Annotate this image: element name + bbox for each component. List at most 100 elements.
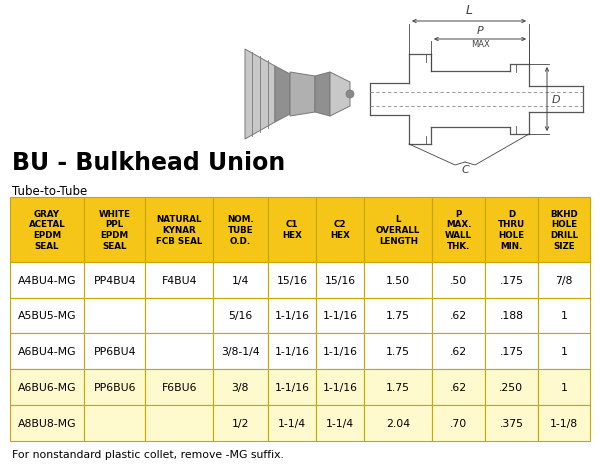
- Bar: [364, 369, 432, 405]
- Text: BU - Bulkhead Union: BU - Bulkhead Union: [12, 151, 285, 175]
- Bar: [485, 262, 538, 298]
- Text: P
MAX.
WALL
THK.: P MAX. WALL THK.: [445, 209, 472, 250]
- Bar: [84, 298, 145, 334]
- Bar: [432, 405, 485, 441]
- Bar: [213, 369, 268, 405]
- Bar: [213, 405, 268, 441]
- Text: 1-1/4: 1-1/4: [278, 418, 306, 428]
- Text: 3/8-1/4: 3/8-1/4: [221, 347, 260, 357]
- Bar: [10, 262, 84, 298]
- Bar: [485, 298, 538, 334]
- Bar: [10, 198, 84, 262]
- Bar: [538, 198, 590, 262]
- Bar: [268, 262, 316, 298]
- Polygon shape: [290, 73, 315, 117]
- Text: A5BU5-MG: A5BU5-MG: [18, 311, 76, 321]
- Text: L: L: [466, 4, 473, 17]
- Text: 1-1/16: 1-1/16: [274, 311, 310, 321]
- Bar: [145, 262, 213, 298]
- Text: 1-1/16: 1-1/16: [323, 311, 358, 321]
- Text: 1: 1: [560, 382, 568, 392]
- Bar: [84, 405, 145, 441]
- Text: C: C: [461, 165, 469, 175]
- Bar: [268, 198, 316, 262]
- Bar: [538, 369, 590, 405]
- Text: .62: .62: [450, 347, 467, 357]
- Bar: [432, 369, 485, 405]
- Bar: [364, 198, 432, 262]
- Bar: [213, 262, 268, 298]
- Bar: [84, 198, 145, 262]
- Bar: [432, 298, 485, 334]
- Text: A6BU4-MG: A6BU4-MG: [18, 347, 76, 357]
- Text: 1.50: 1.50: [386, 275, 410, 285]
- Bar: [213, 298, 268, 334]
- Text: PP4BU4: PP4BU4: [94, 275, 136, 285]
- Text: 15/16: 15/16: [325, 275, 356, 285]
- Bar: [364, 405, 432, 441]
- Text: .188: .188: [499, 311, 523, 321]
- Text: MAX: MAX: [470, 40, 490, 49]
- Polygon shape: [315, 73, 330, 117]
- Polygon shape: [330, 73, 350, 117]
- Polygon shape: [245, 50, 275, 140]
- Bar: [316, 262, 364, 298]
- Bar: [84, 334, 145, 369]
- Bar: [432, 334, 485, 369]
- Text: 1-1/16: 1-1/16: [323, 347, 358, 357]
- Circle shape: [346, 91, 354, 99]
- Bar: [316, 369, 364, 405]
- Text: PP6BU6: PP6BU6: [94, 382, 136, 392]
- Text: L
OVERALL
LENGTH: L OVERALL LENGTH: [376, 215, 421, 245]
- Text: 1.75: 1.75: [386, 347, 410, 357]
- Bar: [316, 405, 364, 441]
- Text: 1/2: 1/2: [232, 418, 249, 428]
- Text: NATURAL
KYNAR
FCB SEAL: NATURAL KYNAR FCB SEAL: [156, 215, 202, 245]
- Text: P: P: [476, 26, 484, 36]
- Text: C1
HEX: C1 HEX: [282, 220, 302, 240]
- Text: C2
HEX: C2 HEX: [331, 220, 350, 240]
- Text: .62: .62: [450, 311, 467, 321]
- Text: .375: .375: [499, 418, 523, 428]
- Text: 1: 1: [560, 347, 568, 357]
- Bar: [268, 334, 316, 369]
- Bar: [145, 334, 213, 369]
- Bar: [145, 369, 213, 405]
- Polygon shape: [275, 67, 290, 123]
- Text: For nonstandard plastic collet, remove -MG suffix.: For nonstandard plastic collet, remove -…: [12, 449, 284, 459]
- Bar: [364, 298, 432, 334]
- Text: WHITE
PPL
EPDM
SEAL: WHITE PPL EPDM SEAL: [99, 209, 131, 250]
- Bar: [268, 298, 316, 334]
- Text: 1-1/16: 1-1/16: [274, 382, 310, 392]
- Bar: [485, 334, 538, 369]
- Bar: [10, 405, 84, 441]
- Text: .175: .175: [499, 347, 523, 357]
- Bar: [364, 262, 432, 298]
- Text: 1: 1: [560, 311, 568, 321]
- Text: Tube-to-Tube: Tube-to-Tube: [12, 185, 87, 198]
- Bar: [268, 369, 316, 405]
- Text: 5/16: 5/16: [228, 311, 253, 321]
- Text: 1-1/8: 1-1/8: [550, 418, 578, 428]
- Text: 1.75: 1.75: [386, 382, 410, 392]
- Bar: [145, 298, 213, 334]
- Text: A6BU6-MG: A6BU6-MG: [18, 382, 76, 392]
- Bar: [538, 298, 590, 334]
- Bar: [485, 198, 538, 262]
- Text: .62: .62: [450, 382, 467, 392]
- Bar: [145, 405, 213, 441]
- Text: A4BU4-MG: A4BU4-MG: [18, 275, 76, 285]
- Text: .175: .175: [499, 275, 523, 285]
- Bar: [84, 369, 145, 405]
- Text: 1-1/4: 1-1/4: [326, 418, 355, 428]
- Bar: [316, 298, 364, 334]
- Bar: [485, 369, 538, 405]
- Text: .250: .250: [499, 382, 523, 392]
- Text: 3/8: 3/8: [232, 382, 249, 392]
- Text: NOM.
TUBE
O.D.: NOM. TUBE O.D.: [227, 215, 254, 245]
- Text: 1-1/16: 1-1/16: [323, 382, 358, 392]
- Bar: [145, 198, 213, 262]
- Bar: [316, 198, 364, 262]
- Text: 7/8: 7/8: [555, 275, 572, 285]
- Bar: [538, 334, 590, 369]
